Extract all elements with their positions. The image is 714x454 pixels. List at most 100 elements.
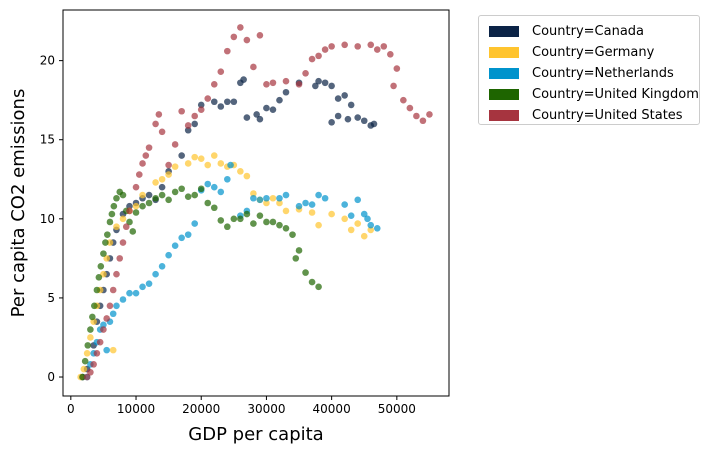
data-point	[341, 201, 348, 208]
y-axis-label: Per capita CO2 emissions	[8, 89, 29, 318]
data-point	[103, 255, 110, 262]
data-point	[237, 24, 244, 31]
data-point	[240, 76, 247, 83]
x-tick-label: 20000	[182, 402, 220, 416]
data-point	[178, 152, 185, 159]
data-point	[129, 228, 137, 235]
y-tick-label: 0	[47, 370, 55, 384]
data-point	[191, 220, 199, 227]
data-point	[367, 221, 375, 229]
data-point	[308, 55, 316, 63]
data-point	[302, 69, 309, 77]
data-point	[204, 161, 212, 169]
data-point	[158, 183, 166, 191]
data-point	[109, 346, 117, 354]
x-tick-label: 0	[67, 402, 75, 416]
data-point	[344, 115, 352, 123]
series-2	[83, 161, 381, 381]
data-point	[158, 262, 166, 270]
data-point	[360, 232, 368, 240]
data-point	[354, 220, 362, 227]
data-point	[390, 82, 397, 90]
data-point	[197, 155, 205, 163]
data-point	[122, 223, 130, 231]
data-point	[126, 202, 133, 210]
data-point	[328, 43, 335, 50]
data-point	[152, 194, 159, 202]
data-point	[152, 179, 159, 186]
data-point	[135, 171, 143, 178]
data-point	[109, 310, 117, 318]
data-point	[113, 302, 120, 310]
data-point	[217, 217, 225, 224]
data-point	[250, 63, 257, 71]
legend: Country=Canada Country=Germany Country=Net…	[478, 15, 700, 125]
data-point	[102, 239, 109, 246]
legend-label: Country=United Kingdom	[532, 87, 699, 102]
x-axis-label: GDP per capita	[188, 424, 323, 445]
data-point	[256, 196, 264, 204]
data-point	[126, 207, 133, 215]
data-point	[354, 43, 362, 50]
data-point	[113, 194, 120, 202]
legend-label: Country=Netherlands	[532, 66, 674, 81]
data-point	[250, 220, 257, 227]
data-point	[217, 188, 225, 196]
data-point	[106, 239, 114, 246]
data-point	[276, 194, 283, 202]
data-point	[315, 52, 322, 60]
data-point	[108, 210, 116, 218]
data-point	[387, 50, 394, 58]
legend-item: Country=Canada	[489, 21, 699, 42]
data-point	[184, 160, 192, 167]
data-point	[380, 43, 388, 50]
data-point	[393, 65, 401, 72]
x-axis: 0 10000 20000 30000 40000 50000	[67, 396, 416, 416]
data-point	[400, 96, 407, 104]
data-point	[210, 204, 218, 212]
data-point	[184, 126, 192, 134]
legend-item: Country=Germany	[489, 42, 699, 63]
data-point	[426, 111, 433, 118]
data-point	[419, 117, 427, 125]
data-point	[321, 46, 329, 53]
data-point	[116, 255, 124, 262]
data-point	[367, 41, 375, 49]
data-point	[100, 321, 107, 329]
data-point	[334, 112, 342, 120]
data-point	[282, 88, 290, 96]
legend-item: Country=Netherlands	[489, 63, 699, 84]
series-1	[77, 152, 375, 381]
data-point	[237, 168, 244, 175]
data-point	[106, 302, 114, 310]
data-point	[250, 194, 257, 202]
data-point	[263, 199, 270, 207]
data-point	[224, 175, 231, 183]
data-point	[282, 191, 290, 199]
data-point	[93, 349, 101, 357]
data-point	[413, 112, 420, 120]
data-point	[165, 171, 172, 178]
data-point	[184, 122, 192, 129]
data-point	[328, 82, 335, 90]
data-point	[328, 119, 335, 126]
data-point	[256, 212, 264, 219]
data-point	[171, 242, 179, 250]
data-point	[263, 218, 270, 226]
data-point	[217, 103, 225, 110]
data-point	[80, 365, 88, 373]
data-point	[165, 196, 172, 204]
legend-label: Country=Canada	[532, 24, 645, 39]
data-point	[406, 104, 414, 112]
data-point	[263, 81, 270, 88]
legend-label: Country=Germany	[532, 45, 655, 60]
data-point	[227, 161, 234, 169]
data-point	[282, 77, 290, 85]
data-point	[367, 226, 375, 234]
data-point	[315, 77, 322, 85]
data-point	[109, 286, 117, 294]
y-axis: 0 5 10 15 20	[40, 54, 63, 384]
data-point	[184, 231, 192, 238]
data-point	[210, 152, 218, 159]
data-point	[155, 111, 163, 118]
